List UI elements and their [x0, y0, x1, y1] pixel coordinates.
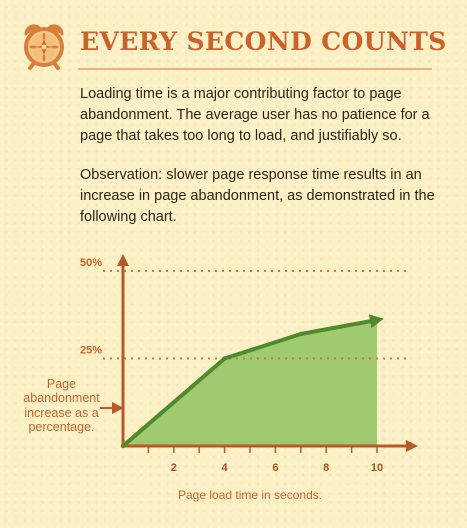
x-tick-label-10: 10	[371, 462, 383, 474]
chart-area	[123, 320, 377, 446]
data-point-2	[298, 331, 303, 337]
x-axis-label: Page load time in seconds.	[178, 488, 323, 502]
x-tick-label-8: 8	[323, 462, 329, 474]
y-tick-label-25%: 25%	[80, 345, 102, 357]
data-line	[121, 314, 384, 448]
alarm-clock-icon	[18, 19, 70, 71]
data-point-0	[120, 443, 126, 449]
data-point-3	[374, 317, 380, 323]
y-tick-label-50%: 50%	[80, 257, 102, 269]
x-tick-label-2: 2	[171, 462, 177, 474]
page-title: EVERY SECOND COUNTS	[80, 27, 447, 56]
observation-paragraph: Observation: slower page response time r…	[80, 167, 435, 226]
y-axis-label: Page abandonment increase as a percentag…	[23, 377, 100, 435]
title-divider	[78, 68, 432, 70]
x-tick-label-4: 4	[222, 462, 229, 474]
chart-container: 50% 25% 2 4 6 8 10 Page abandonment increase a…	[0, 250, 467, 528]
x-tick-label-6: 6	[272, 462, 278, 474]
intro-paragraph: Loading time is a major contributing fac…	[80, 86, 430, 145]
data-point-1	[222, 356, 227, 361]
area-chart: 50% 25% 2 4 6 8 10	[80, 254, 418, 474]
